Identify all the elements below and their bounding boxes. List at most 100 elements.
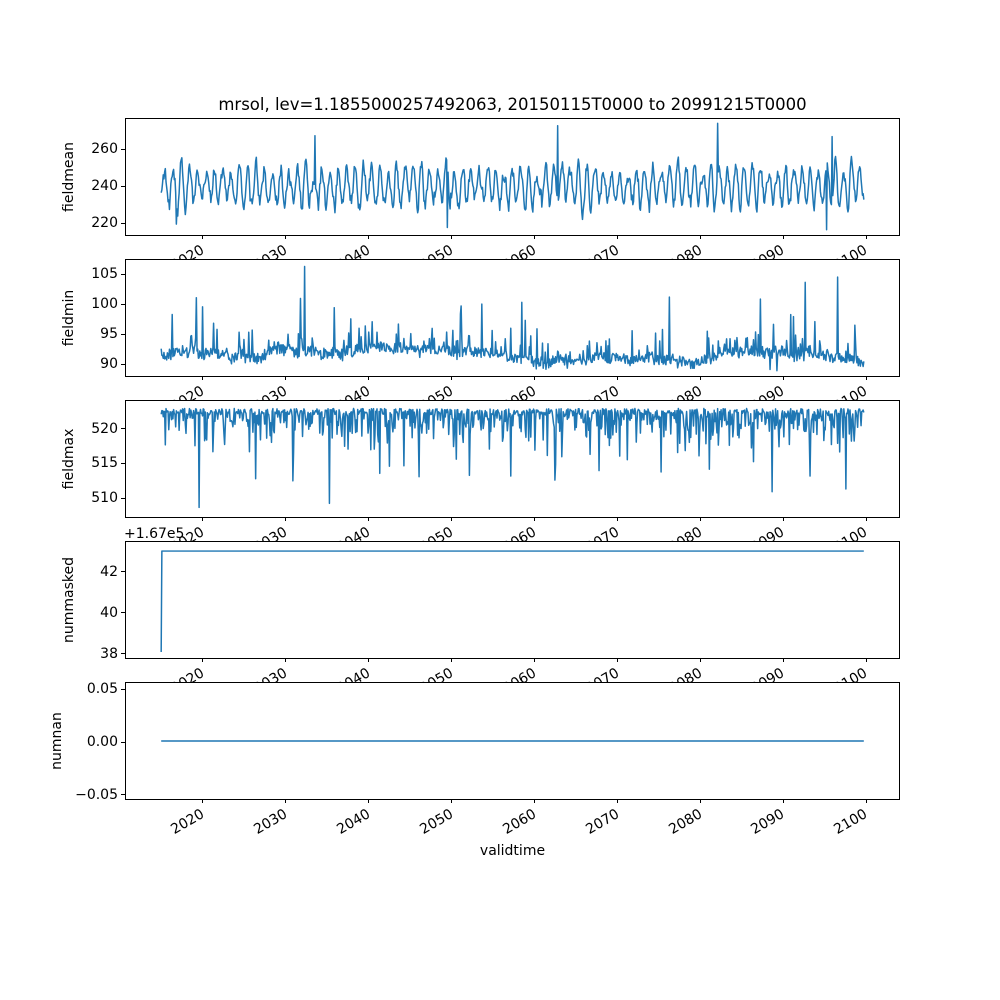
plot-area-fieldmin xyxy=(160,265,865,372)
x-tick-mark xyxy=(450,799,452,803)
x-tick-mark xyxy=(782,517,784,521)
y-tick-label: 240 xyxy=(91,178,118,195)
series-line-fieldmin xyxy=(160,265,865,372)
series-line-fieldmax xyxy=(160,407,865,509)
subplot-fieldmax: 510 515 520 2020 2030 2040 2050 2060 2070 2080 209… xyxy=(61,400,900,556)
x-tick-mark xyxy=(284,376,286,380)
x-tick-mark xyxy=(865,658,867,662)
x-tick-mark xyxy=(782,658,784,662)
x-tick-mark xyxy=(367,235,369,239)
y-tick-mark xyxy=(121,497,125,499)
x-tick-mark xyxy=(533,658,535,662)
subplot-nummasked: 38 40 42 2020 2030 2040 2050 2060 2070 2080 2090 21… xyxy=(61,526,900,697)
x-tick-mark xyxy=(616,517,618,521)
x-tick-mark xyxy=(367,376,369,380)
y-tick-label: 100 xyxy=(91,296,118,313)
x-tick-label: 2100 xyxy=(831,806,871,838)
x-tick-mark xyxy=(699,235,701,239)
y-tick-mark xyxy=(121,688,125,690)
x-tick-mark xyxy=(865,235,867,239)
y-tick-label: 260 xyxy=(91,141,118,157)
y-tick-label: 105 xyxy=(91,266,118,283)
x-tick-mark xyxy=(284,517,286,521)
x-tick-mark xyxy=(533,517,535,521)
y-tick-label: 42 xyxy=(100,563,118,580)
x-tick-mark xyxy=(284,658,286,662)
x-tick-mark xyxy=(782,235,784,239)
x-axis-title: validtime xyxy=(479,843,546,859)
x-tick-label: 2050 xyxy=(416,806,456,838)
y-tick-mark xyxy=(121,462,125,464)
x-tick-mark xyxy=(201,235,203,239)
x-tick-label: 2090 xyxy=(748,806,788,838)
x-tick-mark xyxy=(533,235,535,239)
x-tick-label: 2060 xyxy=(499,806,539,838)
x-tick-mark xyxy=(616,658,618,662)
subplot-fieldmean: 220 240 260 2020 2030 2040 2050 2060 2070 2080 209… xyxy=(61,118,900,274)
subplot-fieldmin: 90 95 100 105 2020 2030 2040 2050 2060 2070 2080 20… xyxy=(61,259,900,415)
x-tick-mark xyxy=(616,799,618,803)
x-tick-mark xyxy=(782,799,784,803)
y-tick-mark xyxy=(121,653,125,655)
y-axis-label: nummasked xyxy=(61,556,77,644)
x-tick-label: 2070 xyxy=(582,806,622,838)
y-tick-mark xyxy=(121,148,125,150)
y-tick-mark xyxy=(121,571,125,573)
y-tick-label: 510 xyxy=(91,490,118,507)
y-tick-mark xyxy=(121,612,125,614)
y-tick-label: 0.05 xyxy=(86,681,118,698)
x-tick-mark xyxy=(201,517,203,521)
y-tick-mark xyxy=(121,794,125,796)
y-tick-mark xyxy=(121,428,125,430)
y-tick-label: 0.00 xyxy=(86,734,118,750)
x-tick-mark xyxy=(367,799,369,803)
x-tick-label: 2020 xyxy=(168,806,207,838)
plot-area-numnan xyxy=(161,740,864,742)
x-tick-mark xyxy=(533,376,535,380)
y-tick-mark xyxy=(121,303,125,305)
y-tick-label: 520 xyxy=(91,420,118,437)
x-tick-mark xyxy=(616,376,618,380)
x-tick-mark xyxy=(782,376,784,380)
y-tick-mark xyxy=(121,333,125,335)
x-tick-mark xyxy=(865,517,867,521)
y-tick-mark xyxy=(121,222,125,224)
x-tick-mark xyxy=(367,658,369,662)
x-tick-label: 2080 xyxy=(665,806,705,838)
x-tick-mark xyxy=(450,517,452,521)
x-tick-mark xyxy=(284,799,286,803)
y-tick-label: −0.05 xyxy=(75,786,118,803)
x-tick-mark xyxy=(699,376,701,380)
y-tick-label: 95 xyxy=(100,326,118,343)
y-tick-label: 40 xyxy=(100,604,118,621)
y-tick-label: 220 xyxy=(91,215,118,232)
y-tick-mark xyxy=(121,741,125,743)
subplot-numnan: 0.05 0.00 −0.05 2020 2030 2040 2050 2060 2070 208… xyxy=(49,681,900,838)
x-tick-mark xyxy=(284,235,286,239)
x-tick-mark xyxy=(450,658,452,662)
x-tick-mark xyxy=(367,517,369,521)
figure-title: mrsol, lev=1.1855000257492063, 20150115T… xyxy=(218,95,807,114)
y-tick-mark xyxy=(121,273,125,275)
x-tick-mark xyxy=(699,517,701,521)
plot-area-nummasked xyxy=(160,550,864,652)
x-tick-mark xyxy=(533,799,535,803)
x-tick-mark xyxy=(450,376,452,380)
y-tick-label: 515 xyxy=(91,455,118,472)
y-tick-label: 38 xyxy=(100,645,118,662)
x-tick-mark xyxy=(865,376,867,380)
y-tick-mark xyxy=(121,185,125,187)
x-tick-mark xyxy=(699,799,701,803)
x-tick-mark xyxy=(201,658,203,662)
x-tick-mark xyxy=(201,376,203,380)
x-tick-mark xyxy=(450,235,452,239)
y-axis-label: fieldmean xyxy=(61,142,77,212)
series-line-nummasked xyxy=(160,550,864,652)
plot-area-fieldmean xyxy=(160,122,865,231)
series-line-fieldmean xyxy=(160,122,865,231)
x-tick-mark xyxy=(616,235,618,239)
plot-area-fieldmax xyxy=(160,407,865,509)
y-axis-label: fieldmin xyxy=(61,289,77,347)
x-tick-label: 2040 xyxy=(333,806,373,838)
